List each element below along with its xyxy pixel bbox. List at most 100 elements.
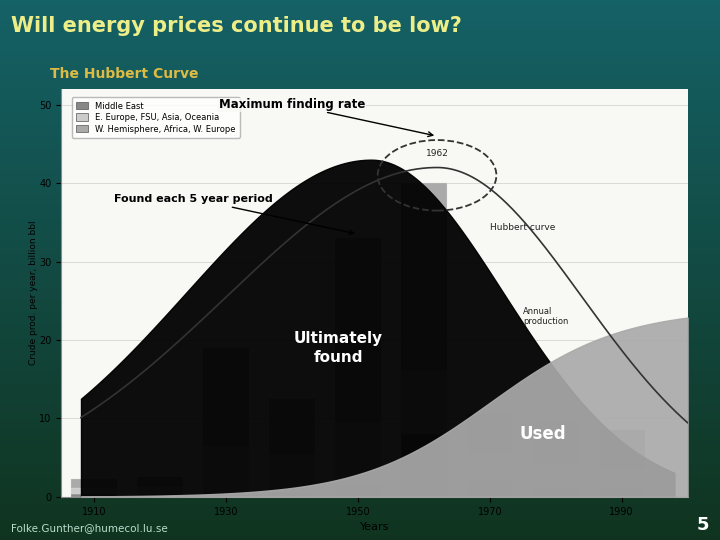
Bar <box>0 346 720 348</box>
Bar <box>0 529 720 532</box>
Bar <box>0 427 720 429</box>
Bar <box>533 465 579 489</box>
Bar <box>0 392 720 394</box>
Bar <box>0 316 720 319</box>
Bar <box>0 235 720 238</box>
Bar <box>0 76 720 78</box>
Bar <box>0 424 720 427</box>
Bar <box>0 375 720 378</box>
Bar <box>0 130 720 132</box>
Bar <box>0 408 720 410</box>
Text: Ultimately
found: Ultimately found <box>294 331 383 364</box>
Bar <box>0 505 720 508</box>
Bar <box>0 302 720 305</box>
Bar <box>0 43 720 46</box>
Bar <box>0 516 720 518</box>
Bar <box>0 464 720 467</box>
Bar <box>0 402 720 405</box>
Bar <box>0 308 720 310</box>
Bar <box>0 140 720 143</box>
Bar <box>0 32 720 35</box>
Bar <box>0 100 720 103</box>
Bar <box>0 224 720 227</box>
Bar <box>0 513 720 516</box>
Bar <box>0 94 720 97</box>
Bar <box>0 108 720 111</box>
Bar <box>0 310 720 313</box>
Bar <box>0 14 720 16</box>
Bar <box>0 294 720 297</box>
Bar <box>0 221 720 224</box>
Bar <box>0 413 720 416</box>
Bar <box>0 181 720 184</box>
Bar <box>0 124 720 127</box>
Bar <box>269 454 315 493</box>
Bar <box>0 313 720 316</box>
Bar <box>0 364 720 367</box>
Bar <box>137 495 183 497</box>
Bar <box>0 213 720 216</box>
Bar <box>0 351 720 354</box>
Bar <box>0 400 720 402</box>
Bar <box>0 86 720 89</box>
Bar <box>0 500 720 502</box>
Bar <box>0 454 720 456</box>
Bar <box>0 494 720 497</box>
Bar <box>0 65 720 68</box>
Bar <box>0 178 720 181</box>
Bar <box>0 486 720 489</box>
Bar <box>0 70 720 73</box>
Bar <box>0 502 720 505</box>
Bar <box>0 446 720 448</box>
Bar <box>0 297 720 300</box>
Bar <box>0 254 720 256</box>
Bar <box>0 232 720 235</box>
Text: Hubbert curve: Hubbert curve <box>490 223 555 232</box>
Bar <box>0 338 720 340</box>
Text: Used: Used <box>519 425 566 443</box>
Bar <box>0 57 720 59</box>
Bar <box>0 262 720 265</box>
Bar <box>0 46 720 49</box>
Bar <box>0 356 720 359</box>
Bar <box>0 521 720 524</box>
Bar <box>0 324 720 327</box>
Bar <box>335 422 381 485</box>
Bar <box>71 488 117 495</box>
Bar <box>0 305 720 308</box>
Bar <box>71 479 117 488</box>
Bar <box>0 216 720 219</box>
Bar <box>0 448 720 451</box>
Bar <box>0 437 720 440</box>
Bar <box>0 68 720 70</box>
Bar <box>137 477 183 488</box>
Bar <box>0 73 720 76</box>
Bar <box>598 469 644 489</box>
Bar <box>0 16 720 19</box>
Bar <box>0 192 720 194</box>
Bar <box>0 0 720 3</box>
Bar <box>0 19 720 22</box>
Bar <box>0 286 720 289</box>
Bar <box>0 238 720 240</box>
Bar <box>0 537 720 540</box>
Bar <box>0 281 720 284</box>
Bar <box>0 208 720 211</box>
Bar <box>0 59 720 62</box>
Bar <box>0 176 720 178</box>
Bar <box>533 422 579 465</box>
Bar <box>0 275 720 278</box>
Bar <box>0 478 720 481</box>
Bar <box>0 321 720 324</box>
Bar <box>0 248 720 251</box>
Legend: Middle East, E. Europe, FSU, Asia, Oceania, W. Hemisphere, Africa, W. Europe: Middle East, E. Europe, FSU, Asia, Ocean… <box>71 97 240 138</box>
Text: Annual
production: Annual production <box>523 307 568 326</box>
Bar <box>0 335 720 338</box>
Bar <box>269 493 315 497</box>
Bar <box>0 359 720 362</box>
Bar <box>0 251 720 254</box>
Y-axis label: Crude prod. per year, billion bbl: Crude prod. per year, billion bbl <box>29 221 37 365</box>
Bar <box>0 3 720 5</box>
Bar <box>0 497 720 500</box>
Bar <box>0 489 720 491</box>
